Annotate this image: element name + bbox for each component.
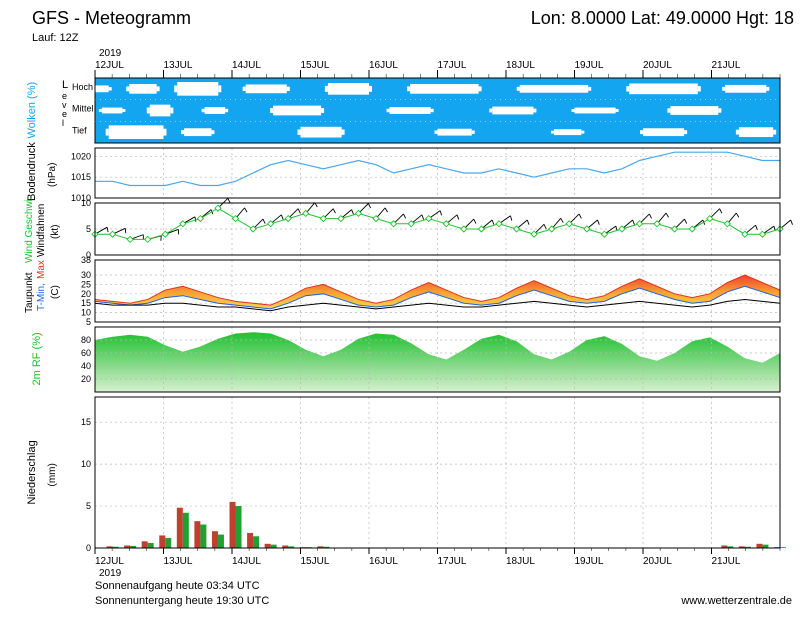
svg-text:2019: 2019 <box>99 48 122 59</box>
svg-text:21JUL: 21JUL <box>712 556 741 567</box>
svg-text:14JUL: 14JUL <box>232 60 261 71</box>
svg-text:Windfahnen: Windfahnen <box>36 204 47 257</box>
svg-text:10: 10 <box>81 198 91 208</box>
svg-text:0: 0 <box>86 543 91 553</box>
sunset-text: Sonnenuntergang heute 19:30 UTC <box>95 595 269 607</box>
svg-text:17JUL: 17JUL <box>438 556 467 567</box>
svg-text:18JUL: 18JUL <box>506 60 535 71</box>
svg-text:15: 15 <box>81 298 91 308</box>
svg-text:Niederschlag: Niederschlag <box>26 440 38 504</box>
svg-text:25: 25 <box>81 279 91 289</box>
svg-text:Taupunkt: Taupunkt <box>24 272 35 313</box>
svg-text:20: 20 <box>81 289 91 299</box>
svg-text:19JUL: 19JUL <box>575 60 604 71</box>
meteogram-chart: 201912JUL13JUL14JUL15JUL16JUL17JUL18JUL1… <box>0 0 800 625</box>
svg-text:Bodendruck: Bodendruck <box>26 142 38 201</box>
svg-text:12JUL: 12JUL <box>95 556 124 567</box>
svg-text:l: l <box>62 118 64 128</box>
svg-text:38: 38 <box>81 255 91 265</box>
svg-text:10: 10 <box>81 308 91 318</box>
attribution: www.wetterzentrale.de <box>681 595 792 607</box>
svg-text:20JUL: 20JUL <box>643 60 672 71</box>
svg-text:Hoch: Hoch <box>72 82 93 92</box>
svg-text:17JUL: 17JUL <box>438 60 467 71</box>
svg-text:L: L <box>62 79 68 91</box>
svg-text:5: 5 <box>86 501 91 511</box>
svg-text:10: 10 <box>81 459 91 469</box>
svg-text:80: 80 <box>81 335 91 345</box>
svg-text:5: 5 <box>86 224 91 234</box>
svg-text:13JUL: 13JUL <box>164 60 193 71</box>
svg-text:(C): (C) <box>50 285 61 299</box>
svg-text:Mittel: Mittel <box>72 104 94 114</box>
svg-text:16JUL: 16JUL <box>369 60 398 71</box>
svg-text:Max: Max <box>36 260 47 279</box>
svg-text:Tief: Tief <box>72 125 87 135</box>
svg-text:12JUL: 12JUL <box>95 60 124 71</box>
svg-text:15JUL: 15JUL <box>301 60 330 71</box>
sunrise-text: Sonnenaufgang heute 03:34 UTC <box>95 580 260 592</box>
svg-text:1015: 1015 <box>71 172 91 182</box>
svg-text:(hPa): (hPa) <box>47 163 58 187</box>
svg-text:Wolken (%): Wolken (%) <box>26 82 38 139</box>
svg-text:5: 5 <box>86 317 91 327</box>
svg-text:15: 15 <box>81 417 91 427</box>
svg-text:21JUL: 21JUL <box>712 60 741 71</box>
svg-text:15JUL: 15JUL <box>301 556 330 567</box>
svg-text:60: 60 <box>81 348 91 358</box>
svg-text:14JUL: 14JUL <box>232 556 261 567</box>
svg-text:1020: 1020 <box>71 151 91 161</box>
svg-text:2m RF (%): 2m RF (%) <box>31 332 43 385</box>
svg-text:13JUL: 13JUL <box>164 556 193 567</box>
svg-text:Wind Geschwi.: Wind Geschwi. <box>24 196 35 263</box>
svg-text:19JUL: 19JUL <box>575 556 604 567</box>
svg-text:16JUL: 16JUL <box>369 556 398 567</box>
svg-text:18JUL: 18JUL <box>506 556 535 567</box>
svg-text:(mm): (mm) <box>47 463 58 486</box>
svg-text:40: 40 <box>81 361 91 371</box>
svg-text:30: 30 <box>81 270 91 280</box>
svg-text:(kt): (kt) <box>50 225 61 239</box>
svg-text:T-Min,: T-Min, <box>36 283 47 311</box>
svg-text:2019: 2019 <box>99 568 122 579</box>
svg-text:20: 20 <box>81 374 91 384</box>
svg-text:20JUL: 20JUL <box>643 556 672 567</box>
